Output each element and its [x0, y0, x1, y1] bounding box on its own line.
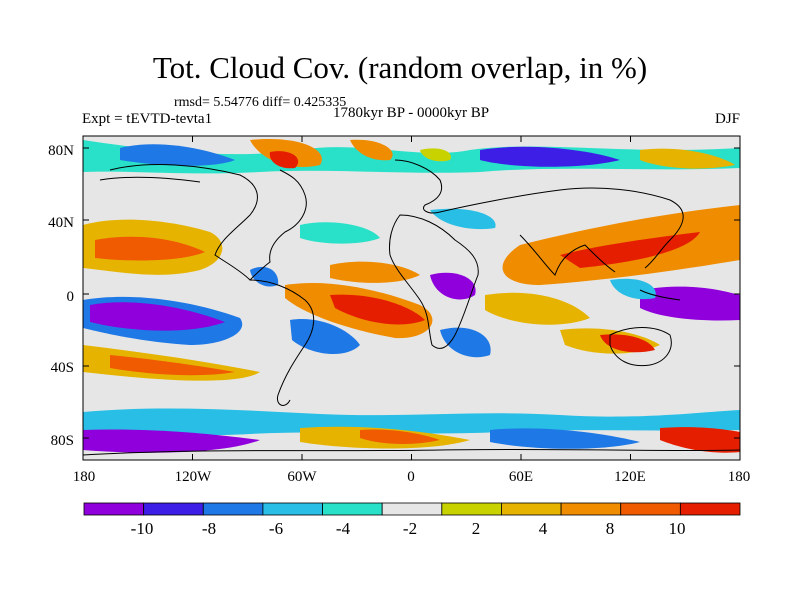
y-tick-label: 40N [48, 215, 74, 231]
colorbar [83, 502, 741, 516]
longitude-ticks [82, 136, 741, 460]
x-tick-label: 120E [614, 469, 646, 485]
y-tick-label: 80S [51, 433, 74, 449]
colorbar-label: 2 [472, 519, 481, 538]
colorbar-swatch [202, 502, 264, 516]
y-tick-label: 80N [48, 143, 74, 159]
colorbar-swatch [620, 502, 681, 516]
x-tick-label: 60E [509, 469, 533, 485]
colorbar-label: -10 [131, 519, 154, 538]
colorbar-swatch [679, 502, 741, 516]
colorbar-label: -2 [403, 519, 417, 538]
latitude-axis-labels: 80N 40N 0 40S 80S [48, 143, 74, 449]
y-tick-label: 40S [51, 360, 74, 376]
colorbar-swatch [560, 502, 622, 516]
map-title: Tot. Cloud Cov. (random overlap, in %) [152, 50, 648, 85]
longitude-axis-labels: 180 120W 60W 0 60E 120E 180 [73, 469, 751, 485]
experiment-label: Expt = tEVTD-tevta1 [82, 111, 213, 127]
coastlines [83, 159, 740, 456]
colorbar-label: -4 [336, 519, 351, 538]
colorbar-swatch [441, 502, 502, 516]
colorbar-swatch [381, 502, 443, 516]
colorbar-label: -8 [202, 519, 216, 538]
colorbar-swatch [322, 502, 383, 516]
period-label: 1780kyr BP - 0000kyr BP [332, 105, 490, 121]
colorbar-labels: -10 -8 -6 -4 -2 2 4 8 10 [131, 519, 686, 538]
colorbar-swatch [501, 502, 562, 516]
x-tick-label: 0 [407, 469, 415, 485]
x-tick-label: 120W [175, 469, 213, 485]
colorbar-label: 4 [539, 519, 548, 538]
x-tick-label: 180 [728, 469, 751, 485]
x-tick-label: 60W [287, 469, 317, 485]
anomaly-field [83, 136, 740, 460]
colorbar-label: -6 [269, 519, 283, 538]
colorbar-swatch [83, 502, 145, 516]
colorbar-label: 10 [669, 519, 686, 538]
x-tick-label: 180 [73, 469, 96, 485]
season-label: DJF [714, 111, 740, 127]
colorbar-swatch [262, 502, 323, 516]
colorbar-label: 8 [606, 519, 615, 538]
statistics-subtitle: rmsd= 5.54776 diff= 0.425335 [174, 95, 347, 110]
y-tick-label: 0 [67, 289, 75, 305]
colorbar-swatch [143, 502, 204, 516]
latitude-ticks [83, 147, 740, 439]
